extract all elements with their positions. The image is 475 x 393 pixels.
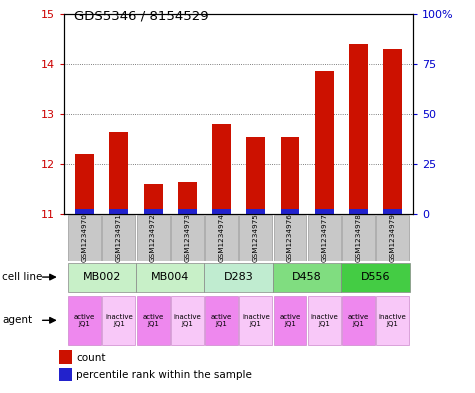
Text: GSM1234978: GSM1234978 <box>355 213 361 262</box>
Bar <box>68 296 101 345</box>
Bar <box>144 209 162 214</box>
Text: GSM1234976: GSM1234976 <box>287 213 293 262</box>
Bar <box>75 209 94 214</box>
Bar <box>376 215 409 261</box>
Text: count: count <box>76 353 106 363</box>
Bar <box>281 136 299 214</box>
Text: inactive
JQ1: inactive JQ1 <box>379 314 407 327</box>
Text: active
JQ1: active JQ1 <box>279 314 301 327</box>
Text: D283: D283 <box>224 272 254 282</box>
Text: GSM1234974: GSM1234974 <box>218 213 225 262</box>
Text: GDS5346 / 8154529: GDS5346 / 8154529 <box>74 10 208 23</box>
Bar <box>59 350 72 364</box>
Text: D458: D458 <box>292 272 322 282</box>
Bar <box>103 215 135 261</box>
Bar <box>315 72 333 214</box>
Bar <box>349 44 368 214</box>
Bar <box>383 209 402 214</box>
Bar <box>109 132 128 214</box>
Text: active
JQ1: active JQ1 <box>142 314 164 327</box>
Text: inactive
JQ1: inactive JQ1 <box>310 314 338 327</box>
Bar <box>171 296 204 345</box>
Text: inactive
JQ1: inactive JQ1 <box>173 314 201 327</box>
Text: GSM1234979: GSM1234979 <box>390 213 396 262</box>
Bar <box>212 209 231 214</box>
Bar <box>349 209 368 214</box>
Text: GSM1234971: GSM1234971 <box>116 213 122 262</box>
Bar <box>137 215 170 261</box>
Bar <box>75 154 94 214</box>
Text: MB002: MB002 <box>83 272 121 282</box>
Bar <box>212 124 231 214</box>
Bar <box>342 215 375 261</box>
Text: percentile rank within the sample: percentile rank within the sample <box>76 370 252 380</box>
Bar <box>109 209 128 214</box>
Bar <box>273 263 342 292</box>
Text: inactive
JQ1: inactive JQ1 <box>242 314 270 327</box>
Bar <box>308 296 341 345</box>
Bar <box>274 215 306 261</box>
Bar <box>205 296 238 345</box>
Bar <box>178 209 197 214</box>
Bar <box>239 215 272 261</box>
Text: active
JQ1: active JQ1 <box>348 314 369 327</box>
Bar <box>342 263 410 292</box>
Bar <box>103 296 135 345</box>
Bar <box>67 263 136 292</box>
Text: active
JQ1: active JQ1 <box>74 314 95 327</box>
Text: GSM1234970: GSM1234970 <box>82 213 88 262</box>
Bar <box>308 215 341 261</box>
Bar <box>205 215 238 261</box>
Bar <box>239 296 272 345</box>
Text: agent: agent <box>2 315 32 325</box>
Bar <box>137 296 170 345</box>
Bar <box>247 209 265 214</box>
Bar <box>171 215 204 261</box>
Bar <box>136 263 204 292</box>
Bar <box>315 209 333 214</box>
Text: active
JQ1: active JQ1 <box>211 314 232 327</box>
Text: GSM1234975: GSM1234975 <box>253 213 259 262</box>
Bar <box>342 296 375 345</box>
Bar <box>247 136 265 214</box>
Bar <box>274 296 306 345</box>
Bar <box>59 368 72 381</box>
Bar <box>204 263 273 292</box>
Bar <box>178 182 197 214</box>
Text: GSM1234973: GSM1234973 <box>184 213 190 262</box>
Text: GSM1234977: GSM1234977 <box>321 213 327 262</box>
Text: MB004: MB004 <box>151 272 190 282</box>
Bar <box>68 215 101 261</box>
Bar <box>144 184 162 214</box>
Bar <box>376 296 409 345</box>
Text: inactive
JQ1: inactive JQ1 <box>105 314 133 327</box>
Bar <box>281 209 299 214</box>
Text: D556: D556 <box>361 272 390 282</box>
Text: cell line: cell line <box>2 272 43 282</box>
Bar <box>383 49 402 214</box>
Text: GSM1234972: GSM1234972 <box>150 213 156 262</box>
